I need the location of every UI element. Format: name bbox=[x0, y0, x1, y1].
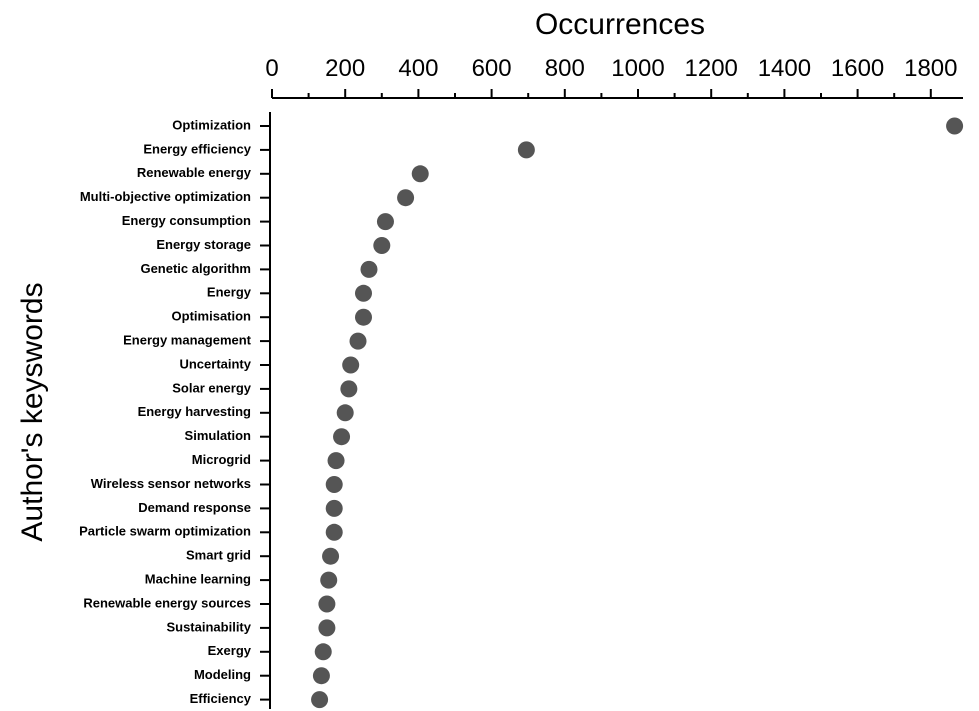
y-tick-label: Solar energy bbox=[172, 380, 252, 395]
x-tick-label: 400 bbox=[398, 55, 438, 82]
data-point bbox=[327, 452, 345, 470]
data-point bbox=[397, 189, 415, 207]
data-point bbox=[336, 404, 354, 422]
x-tick-label: 0 bbox=[265, 55, 278, 82]
data-point bbox=[312, 667, 330, 685]
y-tick-label: Wireless sensor networks bbox=[91, 476, 251, 491]
y-tick-label: Energy efficiency bbox=[143, 141, 251, 156]
y-tick-label: Multi-objective optimization bbox=[80, 189, 251, 204]
y-tick-label: Renewable energy sources bbox=[83, 595, 251, 610]
y-tick-label: Optimization bbox=[172, 117, 251, 132]
data-point bbox=[355, 284, 372, 302]
data-point bbox=[322, 547, 340, 565]
y-tick-label: Energy bbox=[207, 285, 252, 300]
y-tick-label: Renewable energy bbox=[137, 165, 252, 180]
data-point bbox=[325, 476, 343, 493]
x-tick-label: 1200 bbox=[685, 55, 738, 82]
data-point bbox=[411, 165, 429, 183]
x-tick-label: 600 bbox=[472, 55, 512, 82]
data-point bbox=[325, 499, 343, 517]
data-point bbox=[318, 595, 336, 613]
data-point bbox=[314, 643, 332, 661]
data-point bbox=[320, 571, 338, 589]
data-point bbox=[333, 428, 351, 446]
data-point bbox=[360, 260, 378, 278]
data-point bbox=[946, 117, 964, 135]
y-tick-label: Simulation bbox=[185, 428, 252, 443]
x-tick-label: 1400 bbox=[758, 55, 811, 82]
x-tick-label: 1800 bbox=[904, 55, 957, 82]
data-point bbox=[355, 308, 372, 326]
data-point bbox=[311, 691, 329, 709]
y-tick-label: Energy harvesting bbox=[138, 404, 251, 419]
y-tick-label: Energy consumption bbox=[122, 213, 251, 228]
y-tick-label: Genetic algorithm bbox=[140, 261, 251, 276]
data-point bbox=[342, 356, 360, 374]
x-axis: 0 200 400 600 800 1000 1200 1400 1600 1800 bbox=[265, 55, 963, 99]
data-point bbox=[517, 141, 535, 159]
y-tick-label: Modeling bbox=[194, 667, 251, 682]
y-tick-label: Exergy bbox=[208, 643, 252, 658]
y-tick-label: Microgrid bbox=[192, 452, 251, 467]
x-tick-label: 800 bbox=[545, 55, 585, 82]
y-tick-label: Smart grid bbox=[186, 548, 251, 563]
data-point bbox=[318, 619, 336, 637]
y-axis-title: Author's keyswords bbox=[16, 282, 49, 541]
y-tick-label: Energy storage bbox=[156, 237, 251, 252]
x-tick-label: 1000 bbox=[611, 55, 664, 82]
data-points bbox=[311, 117, 964, 709]
y-tick-label: Energy management bbox=[123, 333, 252, 348]
y-tick-label: Uncertainty bbox=[179, 356, 251, 371]
x-axis-title: Occurrences bbox=[535, 8, 705, 41]
data-point bbox=[373, 237, 391, 254]
data-point bbox=[349, 332, 367, 350]
y-tick-label: Particle swarm optimization bbox=[79, 524, 251, 539]
y-tick-label: Sustainability bbox=[166, 619, 251, 634]
y-tick-label: Machine learning bbox=[145, 572, 251, 587]
y-axis: Optimization Energy efficiency Renewable e… bbox=[79, 112, 271, 709]
data-point bbox=[376, 213, 394, 231]
x-tick-label: 1600 bbox=[831, 55, 884, 82]
y-tick-label: Optimisation bbox=[172, 309, 252, 324]
y-tick-label: Efficiency bbox=[190, 691, 252, 706]
data-point bbox=[340, 380, 358, 398]
y-tick-label: Demand response bbox=[138, 500, 251, 515]
data-point bbox=[325, 523, 343, 541]
x-tick-label: 200 bbox=[325, 55, 365, 82]
